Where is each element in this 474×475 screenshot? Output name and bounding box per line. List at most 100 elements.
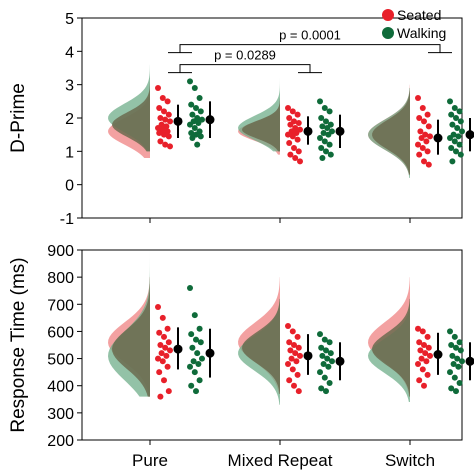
walking-point [193,388,199,395]
walking-point [190,358,197,365]
y-tick-label: 700 [47,297,74,314]
seated-mean-marker [303,126,313,136]
seated-point [167,347,173,354]
walking-point [457,347,464,354]
seated-point [425,123,432,130]
seated-point [285,323,291,329]
walking-point [318,385,325,392]
seated-point [417,347,424,354]
seated-point [157,342,164,348]
x-tick-label: Pure [132,451,168,470]
seated-point [421,342,427,348]
seated-point [419,105,426,111]
seated-point [295,148,302,155]
seated-point [165,339,172,346]
seated-point [423,358,430,365]
significance-label: p = 0.0289 [214,48,276,63]
walking-point [191,312,198,319]
seated-point [419,366,426,373]
walking-point [329,358,335,365]
seated-point [416,115,423,121]
walking-point [451,105,458,111]
walking-point [447,98,453,105]
seated-point [164,325,171,332]
seated-point [418,355,425,362]
seated-point [161,131,167,138]
walking-point [191,369,198,376]
significance-label: p = 0.0001 [279,28,341,43]
seated-point [285,361,291,367]
seated-point [163,352,170,359]
walking-point [194,350,201,357]
legend-seated-label: Seated [397,7,441,23]
walking-point [449,121,456,128]
y-tick-label: 1 [65,144,74,161]
overlap-distribution [372,88,410,175]
seated-point [155,304,161,310]
walking-point [321,105,328,111]
seated-point [156,130,163,136]
walking-point [319,352,326,359]
seated-point [422,350,429,357]
seated-point [155,85,161,91]
walking-point [197,339,204,346]
seated-point [427,352,433,359]
seated-point [294,111,301,118]
walking-point [327,350,334,357]
walking-point [319,155,326,161]
seated-point [424,371,431,378]
seated-point [423,138,430,145]
walking-point [318,344,325,351]
seated-point [164,363,171,370]
walking-point [187,363,193,370]
walking-point [324,355,331,362]
walking-point [323,148,329,155]
walking-point [199,355,205,362]
walking-point [187,78,193,85]
walking-point [453,115,459,121]
y-tick-label: 900 [47,243,74,260]
seated-point [159,314,166,321]
seated-point [156,329,163,336]
walking-point [456,380,463,386]
seated-point [285,105,291,111]
overlap-distribution [372,298,410,397]
seated-point [295,120,302,126]
legend-seated-marker [382,9,394,21]
walking-point [451,138,458,145]
seated-point [287,347,294,354]
walking-point [188,382,195,389]
walking-point [448,111,455,118]
seated-point [159,358,166,365]
y-axis-label: Response Time (ms) [8,257,29,432]
walking-point [454,125,461,131]
walking-point [317,331,323,338]
walking-point [195,120,202,126]
walking-point [326,380,333,386]
seated-point [289,133,296,140]
walking-point [451,333,458,340]
walking-point [189,135,196,141]
walking-point [196,95,203,101]
seated-mean-marker [303,351,313,361]
walking-point [317,369,323,376]
y-tick-label: 4 [65,44,74,61]
y-tick-label: 5 [65,11,74,28]
seated-point [162,116,169,123]
walking-mean-marker [205,115,215,125]
walking-point [455,133,462,140]
walking-point [194,141,201,148]
seated-point [291,342,297,348]
walking-point [457,118,464,125]
walking-point [456,108,463,115]
legend-walking-label: Walking [397,25,446,41]
seated-point [416,339,423,346]
seated-point [288,355,295,362]
seated-point [161,333,167,340]
y-tick-label: 600 [47,324,74,341]
y-tick-label: 400 [47,379,74,396]
walking-point [451,374,458,381]
y-tick-label: 200 [47,433,74,450]
